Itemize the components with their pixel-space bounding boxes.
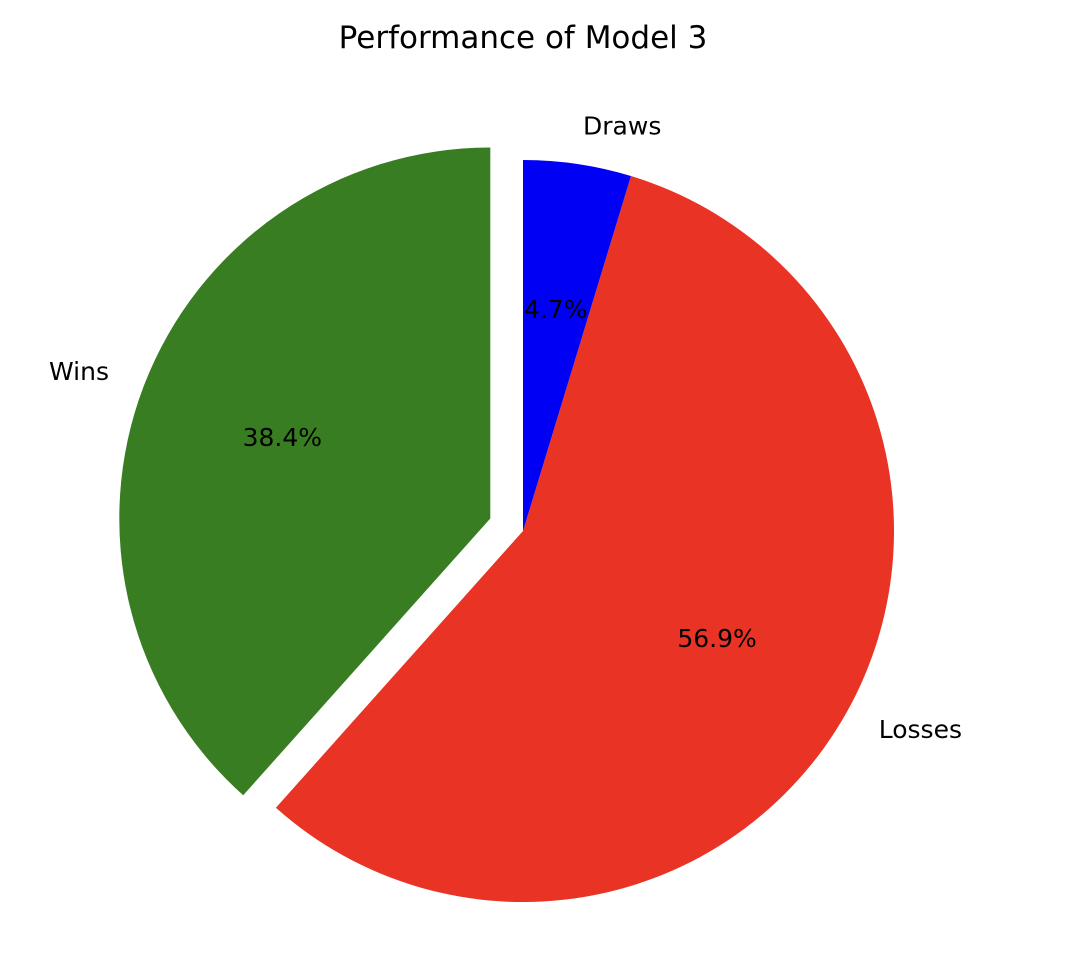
chart-title: Performance of Model 3 xyxy=(338,20,708,56)
pie-slice-losses xyxy=(275,176,894,903)
pie-slices xyxy=(119,147,894,903)
pct-label-wins: 38.4% xyxy=(243,423,322,452)
slice-label-draws: Draws xyxy=(583,111,661,140)
pie-labels: Wins 38.4% Losses 56.9% Draws 4.7% xyxy=(49,111,962,744)
pct-label-losses: 56.9% xyxy=(677,624,756,653)
slice-label-wins: Wins xyxy=(49,357,109,386)
pct-label-draws: 4.7% xyxy=(524,295,588,324)
slice-label-losses: Losses xyxy=(879,715,962,744)
pie-slice-wins xyxy=(119,147,491,796)
pie-slice-draws xyxy=(523,160,631,531)
